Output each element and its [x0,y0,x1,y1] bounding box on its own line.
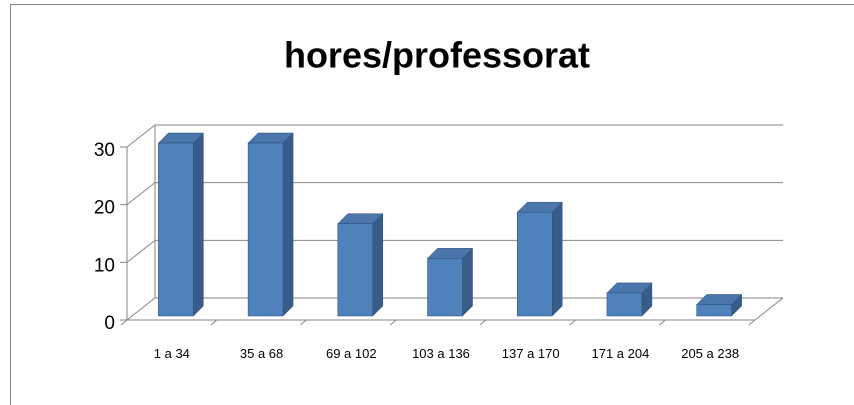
x-tick-mark [479,319,487,326]
y-tick-label: 30 [94,140,115,161]
bar [696,304,732,317]
x-tick-label: 1 a 34 [153,346,190,361]
bar-side [462,247,473,317]
bar [158,142,194,317]
bar-side [551,201,563,317]
bar [606,292,643,317]
bar-side [193,132,204,317]
x-tick-mark [389,319,397,326]
x-tick-label: 171 a 204 [591,346,650,361]
x-tick-mark [748,319,756,326]
y-tick-label: 0 [104,313,115,334]
bar [427,258,463,317]
grid-line [126,124,783,148]
grid-line [126,239,783,263]
chart-border [10,4,854,405]
grid-line [126,182,783,206]
x-tick-mark [210,319,218,326]
x-tick-mark [120,319,128,326]
grid-line [126,297,783,321]
x-tick-label: 137 a 170 [501,346,560,361]
x-tick-mark [658,319,666,326]
y-tick-label: 20 [94,198,115,219]
bar [516,211,553,317]
x-tick-mark [569,319,576,326]
y-tick-label: 10 [94,255,115,276]
bar-side [372,213,384,317]
axis-line [754,297,784,321]
x-tick-label: 35 a 68 [239,346,284,361]
x-tick-mark [300,319,307,326]
chart-title: hores/professorat [284,35,590,76]
bar-side [282,132,294,317]
x-tick-label: 69 a 102 [325,346,377,361]
bar [247,142,284,317]
x-tick-label: 103 a 136 [412,346,470,361]
x-tick-label: 205 a 238 [681,346,740,361]
bar [337,223,374,317]
